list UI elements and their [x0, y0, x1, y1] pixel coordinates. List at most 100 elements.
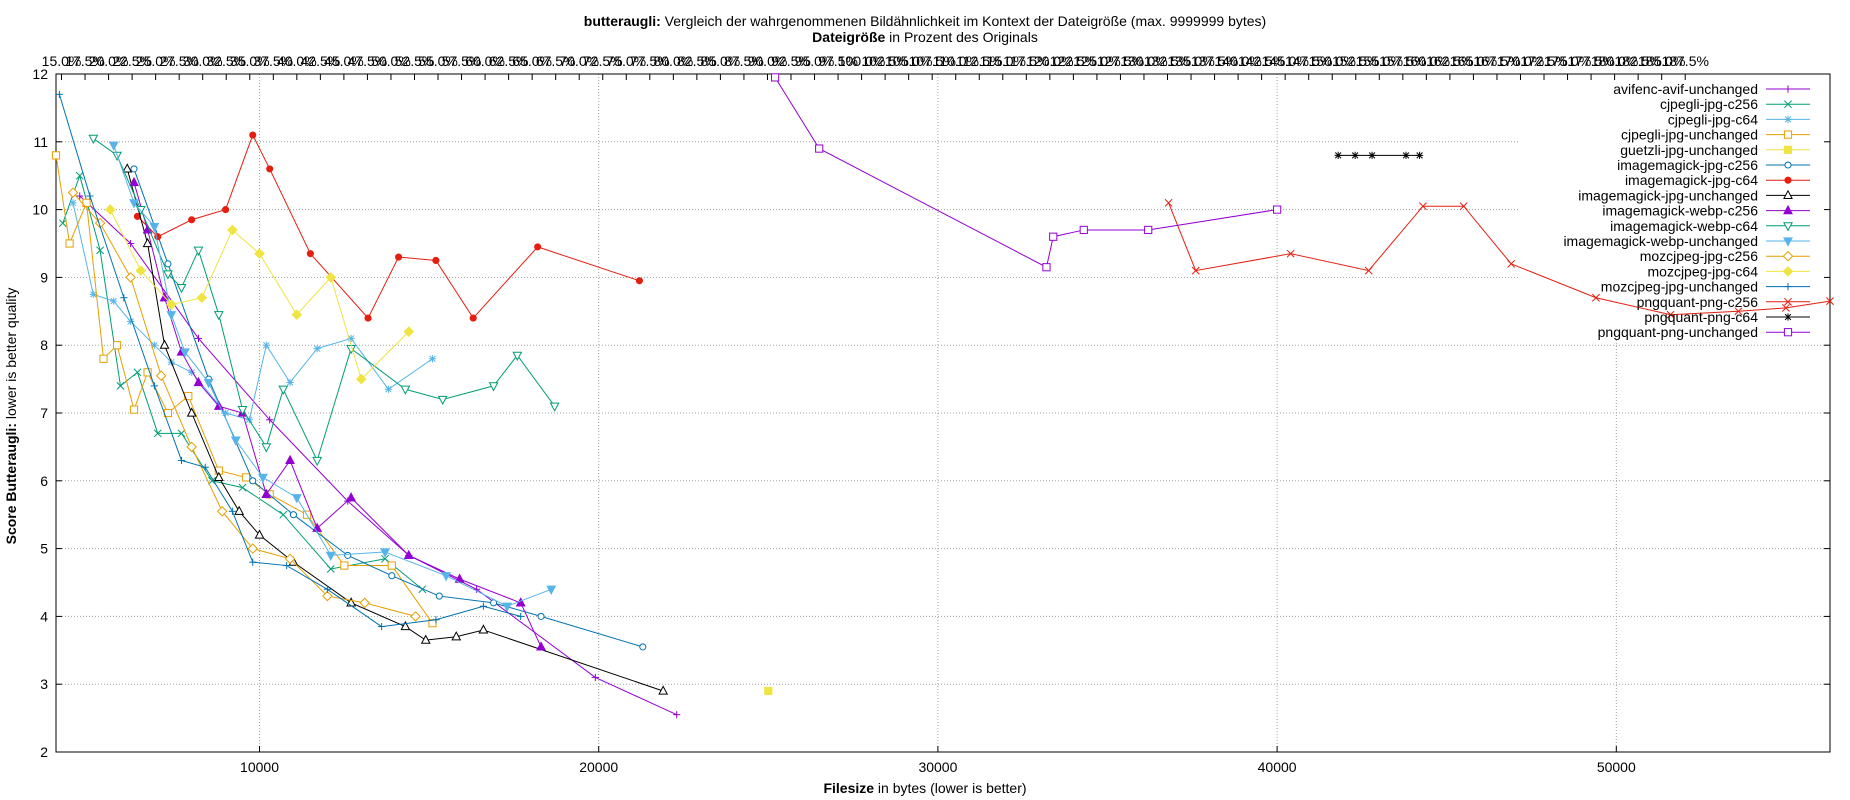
legend-label: imagemagick-jpg-c256 [1617, 157, 1758, 173]
top-tick-label: 187.5% [1661, 53, 1708, 69]
series-imagemagick-jpg-c256 [130, 165, 647, 651]
data-point [1079, 225, 1088, 235]
marker-shape [388, 572, 396, 580]
series-line [774, 77, 1278, 268]
marker-stroke [326, 564, 335, 573]
top-tick-label: 52.5% [395, 53, 435, 69]
top-tick-label: 82.5% [677, 53, 717, 69]
marker-shape [289, 511, 297, 519]
data-point [166, 299, 177, 310]
data-point [96, 246, 105, 255]
marker-stroke [116, 381, 125, 390]
top-tick-label: 147.5% [1285, 53, 1332, 69]
data-point [159, 339, 170, 349]
data-point [381, 554, 389, 563]
data-point [432, 256, 440, 265]
marker-stroke [1364, 266, 1373, 275]
marker-stroke [313, 345, 321, 352]
legend-entry: pngquant-png-unchanged [1598, 324, 1810, 340]
legend-marker [1783, 189, 1793, 199]
top-tick-label: 20.0% [89, 53, 129, 69]
data-point [1049, 232, 1058, 241]
legend-label: cjpegli-jpg-c64 [1668, 111, 1758, 127]
data-point [104, 204, 116, 215]
data-point [69, 199, 77, 207]
data-point [163, 270, 173, 280]
data-point [1402, 151, 1410, 159]
top-tick-label: 127.5% [1097, 53, 1144, 69]
legend-entry: mozcjpeg-jpg-unchanged [1601, 279, 1810, 295]
marker-shape [257, 473, 268, 484]
marker-shape [410, 611, 421, 622]
data-point [201, 463, 209, 471]
data-point [1286, 249, 1295, 258]
marker-shape [435, 592, 443, 600]
data-point [216, 506, 228, 517]
y-tick-label: 7 [40, 405, 48, 421]
marker-stroke [1781, 303, 1790, 312]
data-point [82, 198, 91, 207]
marker-stroke [75, 171, 84, 180]
data-point [322, 590, 333, 602]
y-tick-label: 5 [40, 541, 48, 557]
legend-entry: pngquant-png-c64 [1644, 309, 1810, 325]
series-imagemagick-webp-unchanged [108, 141, 557, 612]
marker-shape [534, 243, 542, 251]
x-tick-label: 40000 [1258, 759, 1297, 775]
top-tick-label: 80.0% [653, 53, 693, 69]
data-point [228, 507, 236, 515]
data-point [186, 441, 197, 453]
top-tick-label: 150.0% [1308, 53, 1355, 69]
marker-shape [82, 198, 91, 207]
top-tick-label: 180.0% [1591, 53, 1638, 69]
plot-border [55, 73, 1831, 753]
marker-shape [1144, 225, 1153, 235]
data-point [166, 311, 177, 321]
legend-marker [1784, 161, 1792, 169]
marker-shape [125, 272, 136, 283]
marker-stroke [208, 476, 216, 485]
data-point [534, 243, 542, 251]
marker-shape [155, 370, 167, 382]
data-point [129, 199, 139, 209]
series-pngquant-png-c256 [1164, 198, 1834, 319]
series-group [51, 73, 1834, 719]
chart-title-rest: Vergleich der wahrgenommenen Bildähnlich… [661, 13, 1266, 29]
data-point [65, 239, 74, 248]
marker-stroke [1368, 152, 1376, 159]
data-point [325, 551, 336, 562]
data-point [378, 622, 386, 631]
legend-marker [1783, 237, 1793, 247]
data-point [177, 456, 186, 465]
series-mozcjpeg-jpg-c64 [104, 204, 415, 385]
marker-stroke [1351, 152, 1359, 159]
legend-marker [1783, 222, 1793, 232]
data-point [51, 151, 61, 160]
marker-stroke [1334, 152, 1342, 159]
data-point [99, 354, 108, 363]
top-tick-label: 165.0% [1450, 53, 1497, 69]
marker-shape [164, 260, 172, 268]
x-tick-label: 20000 [579, 759, 618, 775]
legend-marker [1783, 145, 1793, 154]
marker-shape [278, 385, 289, 395]
top-tick-label: 145.0% [1261, 53, 1308, 69]
data-point [179, 348, 190, 358]
marker-shape [1049, 232, 1058, 241]
marker-shape [99, 354, 108, 363]
marker-shape [188, 216, 196, 224]
top-tick-label: 77.5% [630, 53, 670, 69]
y-tick-label: 11 [33, 134, 48, 150]
marker-shape [108, 141, 119, 151]
marker-shape [512, 351, 523, 362]
marker-shape [306, 250, 314, 258]
marker-shape [387, 561, 396, 570]
marker-stroke [1402, 152, 1410, 159]
data-point [435, 592, 443, 600]
marker-shape [441, 572, 452, 582]
y-tick-label: 4 [40, 608, 48, 624]
legend-label: cjpegli-jpg-unchanged [1621, 127, 1758, 143]
data-point [213, 471, 224, 482]
data-point [257, 473, 268, 484]
data-point [1734, 307, 1743, 316]
